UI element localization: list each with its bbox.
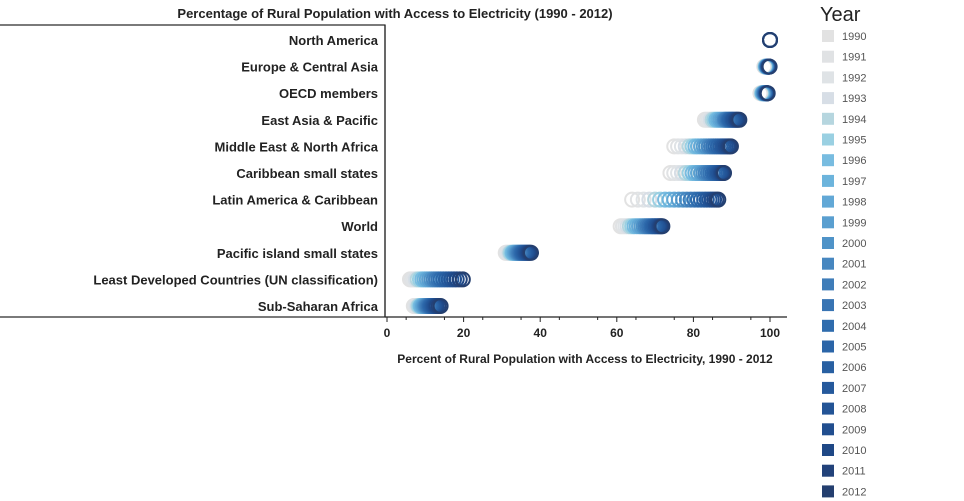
- legend-swatch: [822, 154, 834, 167]
- legend-swatch: [822, 278, 834, 291]
- data-point: [762, 32, 778, 48]
- category-label: Latin America & Caribbean: [212, 193, 378, 208]
- legend-label: 1996: [842, 155, 866, 167]
- data-point: [629, 191, 646, 208]
- legend-swatch: [822, 174, 834, 187]
- x-tick-label: 40: [534, 326, 548, 340]
- data-point: [523, 244, 540, 261]
- data-point: [635, 191, 652, 208]
- data-point: [759, 85, 776, 102]
- legend-swatch: [822, 237, 834, 249]
- legend-swatch: [822, 299, 834, 312]
- data-point: [716, 165, 733, 181]
- legend-swatch: [822, 92, 834, 105]
- category-label: East Asia & Pacific: [261, 113, 378, 128]
- category-label: Europe & Central Asia: [241, 60, 379, 75]
- legend-swatch: [822, 257, 834, 270]
- legend-swatch: [822, 402, 834, 415]
- legend-swatch: [822, 444, 834, 456]
- category-label: Pacific island small states: [217, 246, 378, 261]
- category-label: Middle East & North Africa: [215, 139, 379, 154]
- legend-swatch: [822, 71, 834, 84]
- legend-label: 1994: [842, 114, 866, 126]
- legend-label: 2000: [842, 238, 866, 250]
- legend-label: 2009: [842, 424, 866, 436]
- data-point: [454, 271, 471, 288]
- legend-swatch: [822, 464, 834, 477]
- legend-label: 2006: [842, 362, 866, 374]
- category-labels: North America Europe & Central Asia OECD m…: [93, 33, 378, 314]
- legend-swatch: [822, 319, 834, 332]
- data-point: [654, 218, 671, 235]
- legend-swatch: [822, 112, 834, 125]
- legend-swatch: [822, 30, 834, 42]
- legend-label: 2011: [842, 466, 866, 478]
- legend-swatch: [822, 195, 834, 208]
- legend-label: 2010: [842, 445, 866, 457]
- category-label: Caribbean small states: [236, 166, 378, 181]
- x-tick-label: 100: [760, 326, 780, 340]
- legend-label: 1991: [842, 52, 866, 64]
- legend-label: 2002: [842, 279, 866, 291]
- data-point: [761, 58, 778, 75]
- legend-swatch: [822, 50, 834, 63]
- legend-label: 1999: [842, 217, 866, 229]
- data-points: [401, 32, 778, 314]
- year-legend: 1990 1991 1992 1993 1994 1995 1996 1997 1998 1999…: [822, 30, 866, 498]
- data-point: [432, 298, 449, 314]
- legend-label: 2004: [842, 321, 866, 333]
- legend-label: 1997: [842, 176, 866, 188]
- legend-swatch: [822, 340, 834, 353]
- x-tick-label: 0: [384, 326, 391, 340]
- data-point: [624, 191, 641, 208]
- legend-swatch: [822, 361, 834, 374]
- legend-swatch: [822, 423, 834, 436]
- x-tick-label: 80: [687, 326, 701, 340]
- legend-label: 2003: [842, 300, 866, 312]
- legend-label: 2001: [842, 259, 866, 271]
- category-label: North America: [289, 33, 379, 48]
- x-tick-label: 20: [457, 326, 471, 340]
- legend-label: 2012: [842, 486, 866, 498]
- legend-swatch: [822, 485, 834, 498]
- data-point: [670, 191, 687, 208]
- x-tick-label: 60: [610, 326, 624, 340]
- data-point: [641, 191, 658, 208]
- legend-label: 2007: [842, 383, 866, 395]
- legend-label: 1992: [842, 72, 866, 84]
- data-point: [666, 191, 683, 208]
- data-point: [731, 111, 748, 128]
- x-axis-label: Percent of Rural Population with Access …: [397, 352, 773, 366]
- category-label: World: [341, 219, 378, 234]
- legend-label: 1998: [842, 197, 866, 209]
- legend-label: 1995: [842, 135, 866, 147]
- category-label: Least Developed Countries (UN classifica…: [93, 272, 378, 287]
- data-point: [722, 138, 739, 155]
- legend-label: 1990: [842, 31, 866, 43]
- category-label: Sub-Saharan Africa: [258, 299, 379, 314]
- category-label: OECD members: [279, 86, 378, 101]
- legend-label: 1993: [842, 93, 866, 105]
- x-axis-ticks: 0 20 40 60 80 100: [384, 317, 780, 340]
- legend-label: 2005: [842, 342, 866, 354]
- legend-label: 2008: [842, 404, 866, 416]
- legend-swatch: [822, 381, 834, 394]
- legend-title: Year: [820, 4, 861, 26]
- data-point: [710, 191, 727, 208]
- legend-swatch: [822, 133, 834, 146]
- chart-title: Percentage of Rural Population with Acce…: [177, 6, 612, 21]
- legend-swatch: [822, 216, 834, 229]
